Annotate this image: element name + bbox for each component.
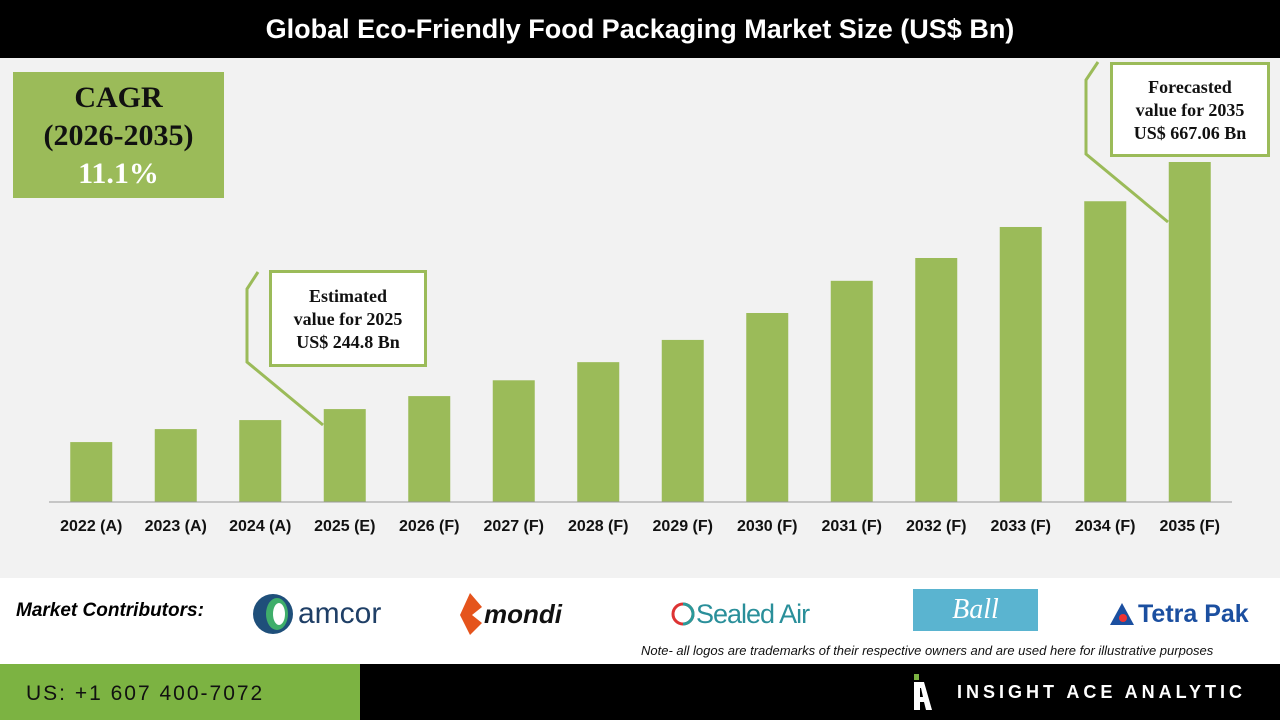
x-tick-label: 2030 (F) [737, 518, 797, 535]
x-tick-label: 2024 (A) [229, 518, 291, 535]
cagr-box: CAGR (2026-2035) 11.1% [13, 72, 224, 198]
phone-number: US: +1 607 400-7072 [0, 664, 360, 720]
bar-2027-f- [492, 380, 535, 502]
bar-2035-f- [1168, 162, 1211, 502]
x-tick-label: 2022 (A) [60, 518, 122, 535]
bar-2032-f- [915, 257, 958, 502]
cagr-label: CAGR [74, 81, 163, 114]
mondi-text: mondi [484, 598, 562, 629]
sealed-air-icon [671, 602, 695, 626]
x-tick-label: 2027 (F) [484, 518, 544, 535]
amcor-logo: amcor [250, 592, 381, 636]
brand-name: INSIGHT ACE ANALYTIC [956, 682, 1246, 702]
callout-text: Estimated [309, 286, 387, 306]
callout-text: Forecasted [1148, 77, 1232, 97]
cagr-value: 11.1% [78, 157, 159, 190]
cagr-period: (2026-2035) [43, 119, 194, 152]
callout-value: US$ 667.06 Bn [1133, 123, 1247, 143]
tetra-pak-text: Tetra Pak [1138, 599, 1249, 628]
bar-2033-f- [999, 226, 1042, 503]
bar-2030-f- [746, 313, 789, 502]
amcor-icon [253, 594, 293, 634]
bar-2025-e- [323, 409, 366, 502]
estimated-leader-line [245, 271, 324, 427]
x-tick-label: 2033 (F) [991, 518, 1051, 535]
x-tick-label: 2026 (F) [399, 518, 459, 535]
bar-2031-f- [830, 280, 873, 502]
ball-logo: Ball [913, 589, 1038, 631]
callout-text: value for 2035 [1135, 100, 1245, 120]
bar-chart: 2022 (A) 2023 (A) 2024 (A) 2025 (E) 2026 (F)… [49, 61, 1232, 535]
forecasted-callout: Forecasted value for 2035 US$ 667.06 Bn [1110, 62, 1270, 157]
footer-brand-bar: INSIGHT ACE ANALYTIC [360, 664, 1280, 720]
callout-text: value for 2025 [293, 309, 403, 329]
bar-2024-a- [239, 420, 282, 502]
tetra-pak-logo: Tetra Pak [1108, 592, 1249, 636]
contributors-label: Market Contributors: [16, 600, 204, 621]
x-tick-label: 2029 (F) [653, 518, 713, 535]
amcor-text: amcor [298, 597, 382, 630]
bar-2029-f- [661, 339, 704, 502]
trademark-note: Note- all logos are trademarks of their … [641, 643, 1214, 658]
x-tick-label: 2025 (E) [314, 518, 375, 535]
insight-ace-logo-icon [914, 674, 932, 710]
tetra-pak-icon [1110, 603, 1134, 625]
x-tick-label: 2031 (F) [822, 518, 882, 535]
bar-2034-f- [1084, 201, 1127, 502]
estimated-callout: Estimated value for 2025 US$ 244.8 Bn [269, 270, 427, 367]
forecasted-leader-line [1084, 61, 1169, 224]
x-tick-label: 2023 (A) [145, 518, 207, 535]
bar-2026-f- [408, 396, 451, 502]
x-tick-label: 2034 (F) [1075, 518, 1135, 535]
chart-title: Global Eco-Friendly Food Packaging Marke… [0, 0, 1280, 58]
x-tick-label: 2028 (F) [568, 518, 628, 535]
x-tick-label: 2032 (F) [906, 518, 966, 535]
mondi-icon [460, 593, 482, 635]
bar-2022-a- [70, 442, 113, 502]
mondi-logo: mondi [460, 592, 562, 636]
ball-text: Ball [952, 594, 999, 625]
sealed-air-logo: Sealed Air [670, 592, 810, 636]
sealed-air-text: Sealed Air [696, 598, 810, 629]
x-tick-label: 2035 (F) [1160, 518, 1220, 535]
bar-2023-a- [154, 429, 197, 502]
bar-2028-f- [577, 362, 620, 502]
callout-value: US$ 244.8 Bn [296, 332, 400, 352]
